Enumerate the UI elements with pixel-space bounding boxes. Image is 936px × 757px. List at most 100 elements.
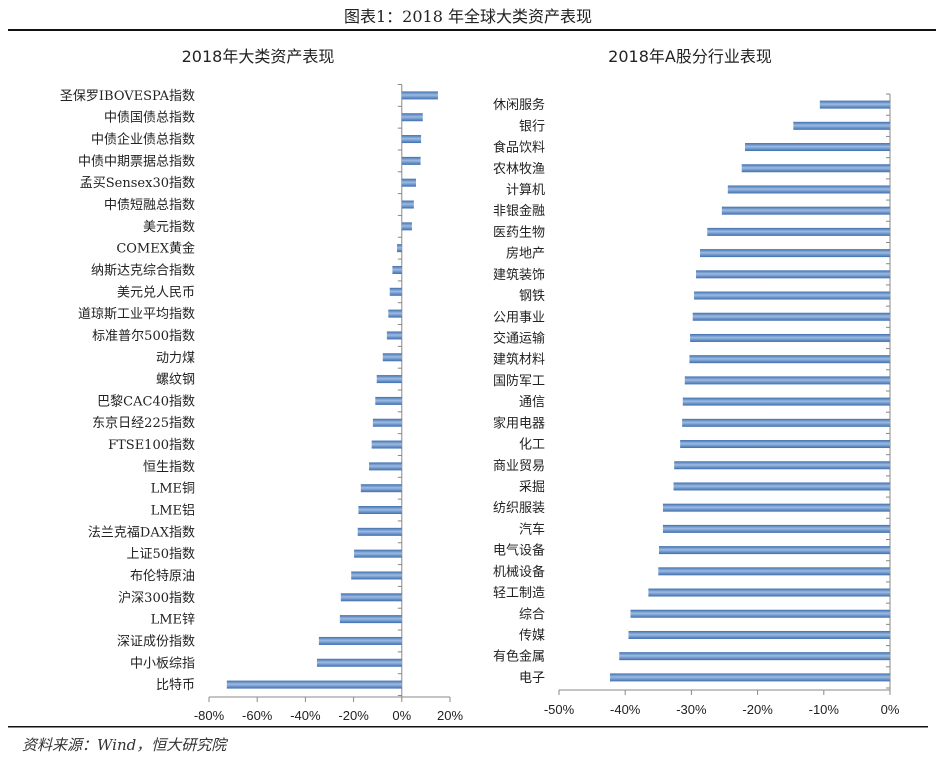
bar (401, 135, 422, 144)
value-tick-label: -20% (338, 708, 369, 723)
category-label: 中小板综指 (130, 656, 195, 671)
category-label: LME锌 (151, 613, 195, 628)
bar (382, 353, 402, 362)
bar (696, 270, 890, 279)
category-label: 沪深300指数 (118, 590, 195, 606)
value-tick-label: -80% (194, 708, 225, 723)
category-label: 中债短融总指数 (104, 198, 195, 213)
category-label: 动力煤 (156, 351, 195, 366)
bar (630, 609, 890, 618)
bar (354, 549, 402, 558)
bar (396, 244, 402, 253)
category-label: 机械设备 (493, 564, 545, 580)
bar (793, 121, 890, 130)
bar (684, 376, 890, 385)
bar (372, 418, 402, 427)
right-chart-title: 2018年A股分行业表现 (608, 47, 772, 66)
category-label: 上证50指数 (126, 547, 195, 562)
category-label: 化工 (519, 438, 545, 453)
bar (658, 546, 890, 555)
bar (648, 588, 890, 597)
category-label: 恒生指数 (143, 460, 195, 475)
figure-title: 图表1：2018 年全球大类资产表现 (344, 7, 592, 26)
category-label: 休闲服务 (493, 97, 545, 113)
category-label: 深证成份指数 (117, 634, 195, 649)
category-label: 纳斯达克综合指数 (91, 263, 195, 278)
category-label: 中债中期票据总指数 (78, 154, 195, 169)
bar (662, 524, 890, 533)
category-label: 有色金属 (493, 649, 545, 665)
category-label: 纺织服装 (493, 501, 545, 516)
category-label: 电气设备 (493, 543, 545, 559)
category-label: 公用事业 (493, 310, 545, 325)
category-label: 中债国债总指数 (104, 111, 195, 126)
category-label: 美元兑人民币 (117, 285, 195, 300)
bar (727, 185, 890, 194)
bar (628, 630, 890, 639)
bar (741, 164, 890, 173)
category-label: 轻工制造 (493, 586, 545, 601)
bar (692, 312, 890, 321)
bar (689, 355, 890, 364)
bar (376, 375, 402, 384)
bar (694, 291, 890, 300)
category-label: 计算机 (506, 183, 545, 198)
bar (619, 652, 890, 661)
source-note: 资料来源：Wind，恒大研究院 (22, 736, 228, 754)
category-label: 采掘 (519, 480, 545, 495)
value-tick-label: -10% (809, 702, 840, 717)
category-label: 电子 (519, 671, 545, 686)
value-tick-label: -40% (610, 702, 641, 717)
bar (673, 482, 890, 491)
category-label: 汽车 (519, 521, 545, 537)
category-label: 巴黎CAC40指数 (97, 394, 195, 409)
category-label: LME铜 (151, 482, 195, 497)
category-label: 医药生物 (493, 225, 545, 240)
category-label: COMEX黄金 (116, 241, 195, 257)
category-label: 孟买Sensex30指数 (80, 176, 195, 191)
category-label: FTSE100指数 (108, 438, 195, 453)
bar (819, 100, 890, 109)
category-label: 传媒 (519, 628, 545, 643)
category-label: 通信 (519, 395, 545, 410)
right-chart: -50% -40% -30% -20% -10% 0% 休闲服务银行食品饮料农林牧渔计算机非… (493, 93, 900, 717)
bar (316, 658, 402, 667)
category-label: 圣保罗IBOVESPA指数 (60, 89, 195, 104)
bar (358, 506, 402, 515)
category-label: 法兰克福DAX指数 (88, 525, 195, 540)
bar (401, 91, 438, 100)
bar (682, 418, 890, 427)
category-label: 家用电器 (493, 415, 545, 431)
bar (386, 331, 402, 340)
category-label: 道琼斯工业平均指数 (78, 307, 195, 322)
value-tick-label: -20% (742, 702, 773, 717)
bar (721, 206, 890, 215)
left-chart: -80% -60% -40% -20% 0% 20% 圣保罗IBOVESPA指数中债国债总指… (60, 84, 463, 723)
category-label: 房地产 (506, 246, 545, 262)
category-label: 东京日经225指数 (92, 416, 195, 431)
bar (371, 440, 402, 449)
value-tick-label: -60% (242, 708, 273, 723)
value-tick-label: -40% (290, 708, 321, 723)
category-label: 交通运输 (493, 330, 545, 346)
bar (318, 636, 402, 645)
category-label: 商业贸易 (493, 459, 545, 474)
bar (351, 571, 402, 580)
bar (674, 461, 890, 470)
category-label: 螺纹钢 (156, 373, 195, 388)
bar (401, 200, 414, 209)
bar (609, 673, 890, 682)
category-label: 国防军工 (493, 373, 545, 389)
value-tick-label: 20% (437, 708, 463, 723)
bar (392, 265, 402, 274)
bar (680, 440, 890, 449)
bar (662, 503, 890, 512)
bar (658, 567, 890, 576)
bar (745, 143, 890, 152)
bar (226, 680, 402, 689)
category-label: 美元指数 (143, 220, 195, 235)
source-rule (8, 726, 928, 728)
category-label: 非银金融 (493, 203, 545, 219)
category-label: 建筑材料 (493, 352, 545, 368)
category-label: 建筑装饰 (493, 267, 545, 283)
